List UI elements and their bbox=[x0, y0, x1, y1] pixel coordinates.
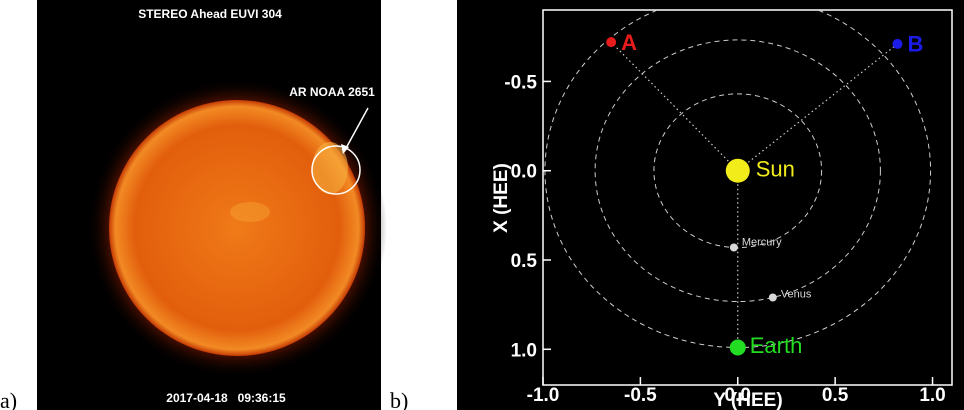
x-axis-label: Y (HEE) bbox=[713, 390, 782, 410]
point bbox=[725, 158, 750, 183]
x-tick-label: 1.0 bbox=[919, 385, 945, 406]
point-label: B bbox=[907, 32, 923, 57]
x-tick-label: -0.5 bbox=[624, 385, 657, 406]
arrow bbox=[344, 107, 369, 151]
sight-line bbox=[610, 41, 739, 172]
y-axis-label: X (HEE) bbox=[491, 163, 512, 233]
annotation: AR NOAA 2651 bbox=[289, 85, 375, 99]
y-tick-label: -0.5 bbox=[504, 72, 537, 93]
arrow-head bbox=[341, 144, 349, 154]
y-tick-label: 0.5 bbox=[511, 251, 538, 272]
panel-label: b) bbox=[390, 388, 408, 410]
point-label: Venus bbox=[781, 288, 812, 300]
point-label: Sun bbox=[756, 156, 795, 181]
panel-label: a) bbox=[0, 388, 17, 410]
point-label: A bbox=[621, 30, 637, 55]
bright-patch bbox=[230, 202, 270, 222]
sun-disk bbox=[109, 100, 365, 356]
point bbox=[606, 37, 617, 48]
timestamp: 2017-04-18 09:36:15 bbox=[166, 391, 286, 405]
active-region bbox=[312, 142, 348, 194]
point bbox=[729, 339, 746, 356]
y-tick-label: 1.0 bbox=[511, 340, 537, 361]
x-tick-label: 0.5 bbox=[822, 385, 849, 406]
point-label: Mercury bbox=[742, 236, 782, 248]
point bbox=[729, 243, 738, 252]
image-title: STEREO Ahead EUVI 304 bbox=[138, 7, 282, 21]
point bbox=[768, 293, 777, 302]
y-tick-label: 0.0 bbox=[511, 162, 537, 183]
plot-background bbox=[457, 0, 964, 410]
orbit bbox=[594, 39, 881, 303]
x-tick-label: -1.0 bbox=[527, 385, 560, 406]
x-tick-label: 0.0 bbox=[725, 385, 751, 406]
region-circle bbox=[311, 145, 361, 195]
plot-frame bbox=[542, 9, 953, 386]
point bbox=[892, 38, 903, 49]
point-label: Earth bbox=[750, 333, 803, 358]
